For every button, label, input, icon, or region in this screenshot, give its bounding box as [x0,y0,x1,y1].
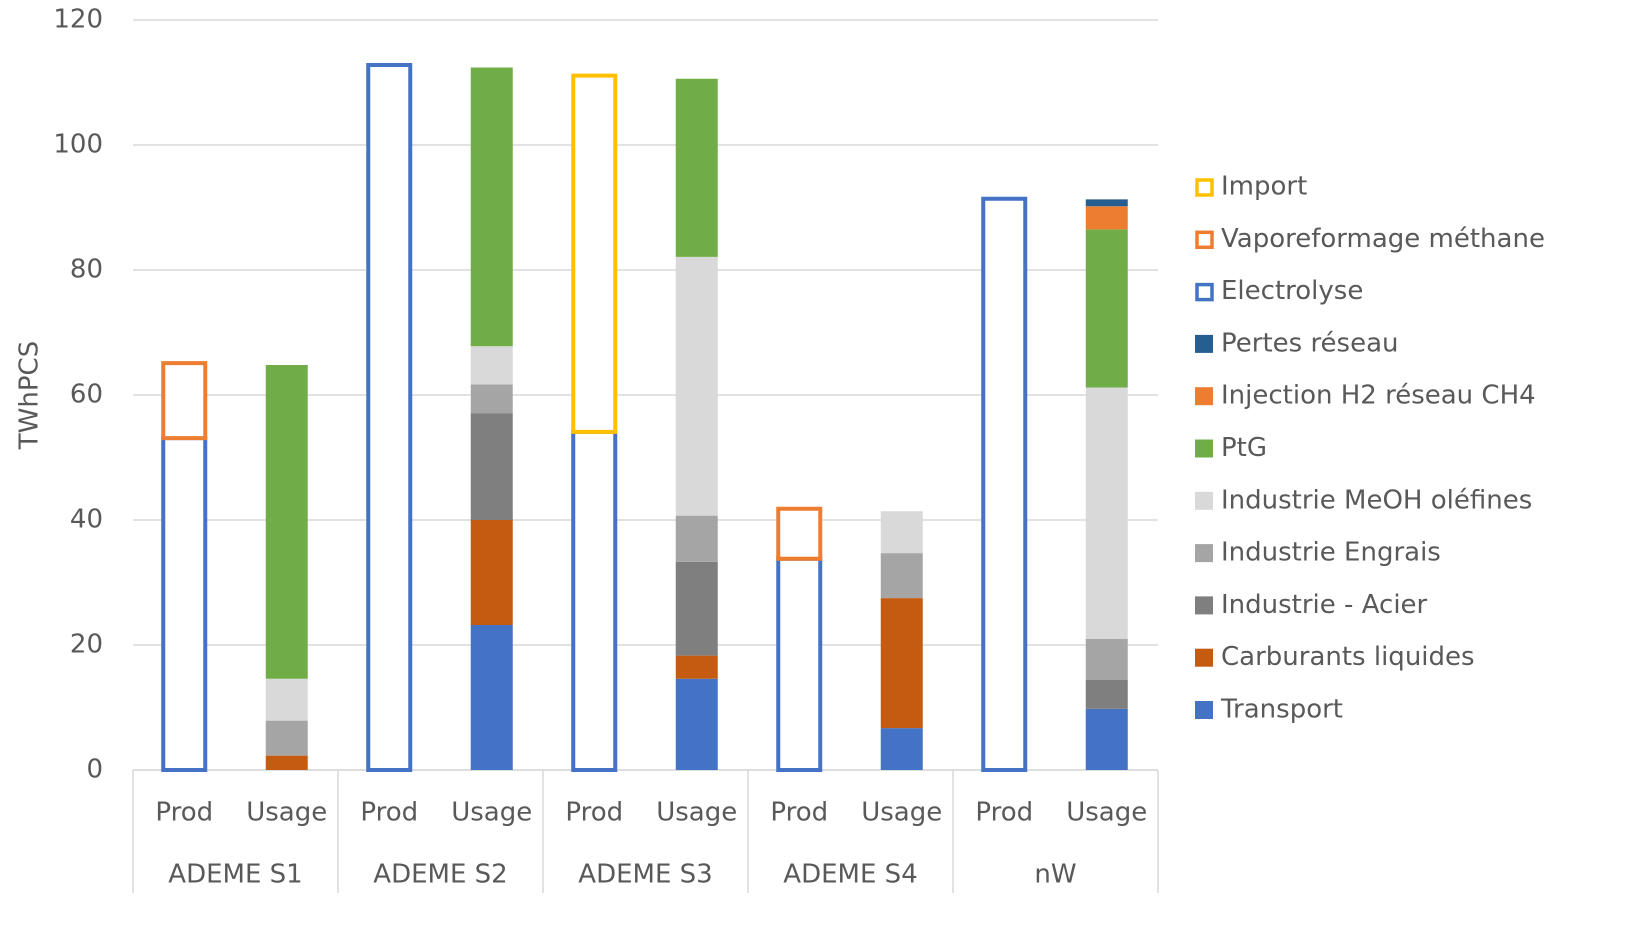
bar-segment [470,384,513,414]
group-label: ADEME S4 [783,860,917,890]
x-tick-label: Prod [975,798,1033,828]
bar-segment [675,515,718,562]
legend-label: Transport [1220,695,1343,725]
y-tick-label: 120 [53,5,103,35]
group-label: ADEME S2 [373,860,507,890]
x-tick-label: Prod [155,798,213,828]
x-tick-label: Prod [360,798,418,828]
legend-label: Vaporeformage méthane [1221,224,1545,254]
bar-segment [675,78,718,257]
legend-swatch [1195,387,1213,406]
bar-segment [265,755,308,770]
x-tick-label: Usage [861,798,942,828]
group-label: ADEME S3 [578,860,712,890]
bar-segment [981,196,1028,772]
bar-segment [776,506,823,561]
legend-label: Import [1221,172,1307,202]
bar-segment [675,655,718,679]
bar-segment [265,720,308,756]
bar-segment [571,73,618,434]
bar-segment [470,413,513,520]
bar-segment [470,520,513,625]
legend-swatch [1195,334,1213,353]
x-tick-label: Usage [246,798,327,828]
legend-swatch [1195,544,1213,563]
y-tick-label: 20 [70,630,103,660]
bar-segment [1085,680,1128,709]
x-tick-label: Prod [565,798,623,828]
legend-label: Industrie MeOH oléfines [1221,485,1532,515]
bar-segment [470,625,513,770]
legend-label: PtG [1221,433,1267,463]
legend-label: Carburants liquides [1221,642,1475,672]
x-tick-label: Prod [770,798,828,828]
legend-label: Industrie Engrais [1221,538,1441,568]
bar-segment [1085,638,1128,680]
legend-swatch [1195,596,1213,615]
legend-label: Pertes réseau [1221,328,1399,358]
bar-segment [675,256,718,516]
bar-segment [880,598,923,729]
bar-segment [1085,199,1128,207]
bar-segment [161,436,208,772]
bar-segment [1085,387,1128,639]
bar-segment [776,556,823,772]
bar-segment [161,361,208,441]
bar-segment [675,561,718,656]
bar-segment [880,511,923,554]
group-label: nW [1034,860,1076,890]
x-tick-label: Usage [451,798,532,828]
legend-swatch [1195,178,1214,197]
legend-swatch [1195,282,1214,302]
bar-segment [366,63,413,772]
bar-segment [880,553,923,599]
legend-swatch [1195,701,1213,719]
y-tick-label: 100 [53,130,103,160]
y-tick-label: 80 [70,255,103,285]
bar-segment [571,429,618,772]
bar-segment [265,365,308,679]
x-tick-label: Usage [1066,798,1147,828]
bar-segment [1085,708,1128,770]
legend-label: Electrolyse [1221,276,1363,306]
legend-label: Injection H2 réseau CH4 [1221,381,1536,411]
bar-segment [880,728,923,770]
legend-swatch [1195,230,1214,250]
x-tick-label: Usage [656,798,737,828]
y-tick-label: 60 [70,380,103,410]
group-label: ADEME S1 [168,860,302,890]
y-tick-label: 40 [70,505,103,535]
y-tick-label: 0 [86,755,103,785]
bar-segment [1085,206,1128,230]
bar-segment [470,67,513,347]
legend-swatch [1195,491,1213,510]
legend-label: Industrie - Acier [1221,590,1428,620]
legend-swatch [1195,439,1213,458]
bar-segment [470,346,513,385]
bar-segment [1085,229,1128,388]
legend-swatch [1195,648,1213,667]
bar-segment [675,678,718,770]
bar-segment [265,678,308,721]
y-axis-title: TWhPCS [15,341,45,450]
